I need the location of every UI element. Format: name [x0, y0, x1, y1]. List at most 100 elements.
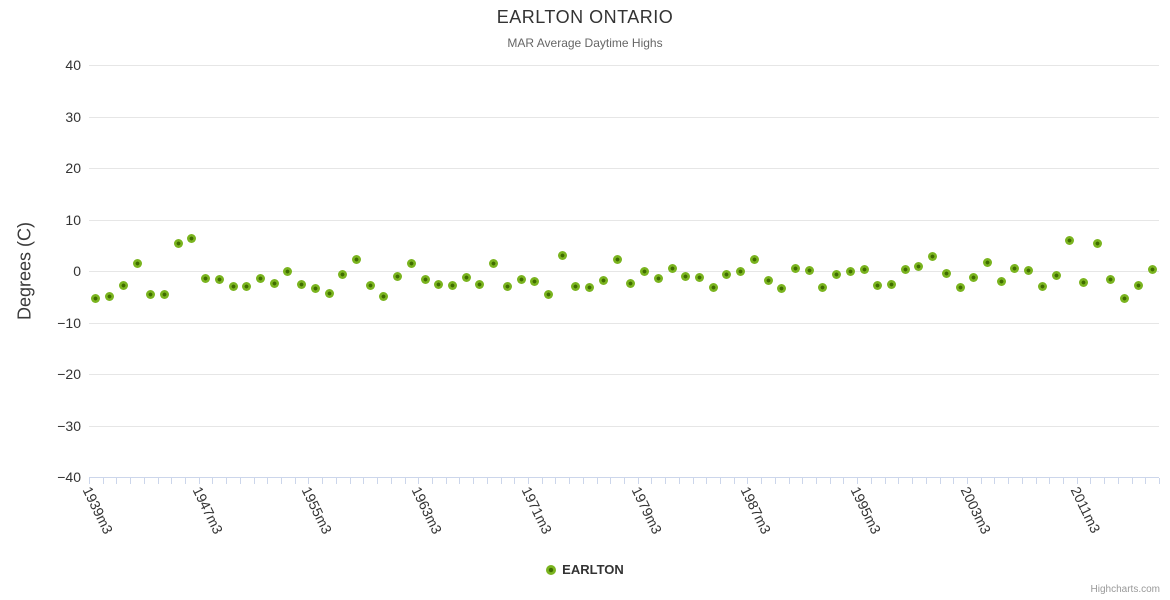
data-point[interactable] — [146, 289, 156, 299]
data-point[interactable] — [983, 258, 993, 268]
data-point[interactable] — [571, 282, 581, 292]
data-point[interactable] — [187, 234, 197, 244]
x-axis-tick — [226, 478, 228, 484]
x-tick-label: 1955m3 — [298, 484, 336, 537]
data-point[interactable] — [763, 276, 773, 286]
data-point[interactable] — [873, 281, 883, 291]
data-point[interactable] — [283, 266, 293, 276]
x-axis-tick — [747, 478, 749, 484]
data-point[interactable] — [859, 264, 869, 274]
y-gridline — [89, 220, 1159, 221]
data-point[interactable] — [132, 258, 142, 268]
data-point[interactable] — [736, 266, 746, 276]
x-axis-tick — [1049, 478, 1051, 484]
data-point[interactable] — [228, 282, 238, 292]
x-axis-tick — [500, 478, 502, 484]
y-tick-label: −30 — [57, 418, 81, 434]
data-point[interactable] — [777, 284, 787, 293]
data-point[interactable] — [173, 239, 183, 249]
x-axis-tick — [953, 478, 955, 484]
data-point[interactable] — [201, 273, 211, 283]
data-point[interactable] — [708, 282, 718, 292]
data-point[interactable] — [928, 252, 938, 262]
x-axis-tick — [377, 478, 379, 484]
data-point[interactable] — [255, 274, 265, 284]
data-point[interactable] — [653, 274, 663, 284]
data-point[interactable] — [475, 279, 485, 289]
x-axis-tick — [527, 478, 529, 484]
x-axis-tick — [610, 478, 612, 484]
data-point[interactable] — [448, 281, 458, 291]
data-point[interactable] — [159, 290, 169, 300]
data-point[interactable] — [900, 265, 910, 275]
data-point[interactable] — [818, 283, 828, 293]
data-point[interactable] — [722, 269, 732, 279]
data-point[interactable] — [832, 269, 842, 279]
data-point[interactable] — [1120, 293, 1130, 303]
data-point[interactable] — [1133, 280, 1143, 290]
data-point[interactable] — [681, 272, 691, 282]
data-point[interactable] — [887, 279, 896, 289]
data-point[interactable] — [352, 254, 361, 264]
data-point[interactable] — [1106, 275, 1116, 285]
data-point[interactable] — [118, 280, 128, 290]
data-point[interactable] — [955, 282, 965, 292]
data-point[interactable] — [1147, 264, 1157, 274]
data-point[interactable] — [1079, 277, 1089, 287]
data-point[interactable] — [1051, 271, 1061, 281]
legend-item-earlton[interactable]: EARLTON — [546, 562, 624, 577]
data-point[interactable] — [585, 282, 595, 292]
data-point[interactable] — [338, 269, 348, 279]
x-axis-tick — [624, 478, 625, 484]
data-point[interactable] — [1065, 236, 1075, 246]
data-point[interactable] — [393, 272, 403, 282]
data-point[interactable] — [845, 266, 855, 276]
y-tick-label: 0 — [73, 263, 81, 279]
data-point[interactable] — [640, 266, 650, 276]
y-tick-label: 40 — [65, 57, 81, 73]
data-point[interactable] — [420, 275, 430, 285]
x-axis-tick — [1021, 478, 1023, 484]
data-point[interactable] — [379, 292, 389, 302]
data-point[interactable] — [626, 278, 636, 288]
x-axis-tick — [473, 478, 475, 484]
data-point[interactable] — [1024, 265, 1034, 275]
data-point[interactable] — [914, 261, 924, 271]
data-point[interactable] — [324, 288, 334, 298]
data-point[interactable] — [434, 279, 444, 289]
data-point[interactable] — [557, 250, 567, 260]
data-point[interactable] — [461, 273, 471, 283]
x-axis-tick — [966, 478, 968, 484]
data-point[interactable] — [790, 264, 800, 274]
data-point[interactable] — [969, 272, 979, 282]
data-point[interactable] — [516, 274, 526, 284]
x-axis-tick — [212, 478, 214, 484]
data-point[interactable] — [694, 273, 704, 283]
data-point[interactable] — [489, 258, 499, 268]
data-point[interactable] — [242, 281, 252, 291]
data-point[interactable] — [749, 255, 759, 265]
data-point[interactable] — [269, 279, 279, 289]
data-point[interactable] — [502, 282, 512, 292]
data-point[interactable] — [1092, 238, 1102, 248]
data-point[interactable] — [297, 279, 307, 289]
data-point[interactable] — [612, 255, 622, 265]
x-axis-tick — [171, 478, 173, 484]
data-point[interactable] — [667, 263, 677, 273]
data-point[interactable] — [406, 259, 416, 269]
data-point[interactable] — [1037, 282, 1047, 292]
data-point[interactable] — [105, 291, 115, 301]
data-point[interactable] — [310, 284, 320, 293]
x-axis-tick — [404, 478, 406, 484]
data-point[interactable] — [214, 275, 224, 285]
data-point[interactable] — [530, 276, 540, 286]
data-point[interactable] — [996, 277, 1006, 287]
data-point[interactable] — [941, 268, 951, 278]
data-point[interactable] — [544, 289, 554, 299]
data-point[interactable] — [1010, 263, 1020, 273]
data-point[interactable] — [91, 294, 101, 304]
data-point[interactable] — [804, 265, 814, 275]
data-point[interactable] — [598, 276, 608, 286]
highcharts-credits-link[interactable]: Highcharts.com — [1090, 584, 1160, 595]
data-point[interactable] — [365, 280, 375, 290]
